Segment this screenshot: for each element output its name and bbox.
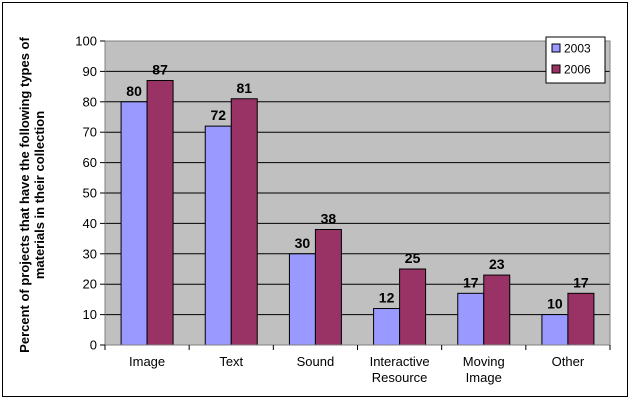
data-label: 25 [405,250,421,266]
legend-label: 2003 [564,42,591,56]
data-label: 30 [295,235,311,251]
x-category-label: Other [552,354,585,369]
bar-2003 [457,292,485,346]
bar-2003 [120,101,148,346]
legend-swatch [551,43,561,53]
data-label: 87 [152,62,168,78]
y-tick-label: 60 [83,155,97,170]
x-category-label: Image [129,354,165,369]
bars [120,80,595,346]
legend: 2003 2006 [545,36,606,84]
legend-swatch [551,64,561,74]
bar-2003 [541,314,569,346]
y-tick-label: 80 [83,94,97,109]
bar-2006 [483,274,511,346]
bar-2003 [373,308,401,346]
x-category-label: Moving [463,354,505,369]
data-label: 23 [489,256,505,272]
y-tick-label: 0 [90,338,97,353]
bar-2006 [146,80,174,346]
bar-2006 [314,228,342,346]
y-tick-label: 10 [83,307,97,322]
bar-2006 [567,292,595,346]
y-tick-label: 70 [83,125,97,140]
data-label: 38 [321,210,337,226]
data-label: 12 [379,290,395,306]
y-ticks: 0 10 20 30 40 50 60 70 80 90 100 [75,34,105,353]
x-category-label: Text [219,354,243,369]
data-label: 80 [126,83,142,99]
x-categories: Image Text Sound InteractiveResourceMovingI… [129,354,585,385]
data-label: 81 [236,80,252,96]
data-label: 10 [547,296,563,312]
x-category-label: Image [466,370,502,385]
x-category-label: Resource [372,370,428,385]
x-category-label: Sound [297,354,335,369]
x-category-label: Interactive [370,354,430,369]
y-tick-label: 40 [83,216,97,231]
y-tick-label: 90 [83,64,97,79]
y-tick-label: 100 [75,34,97,49]
data-label: 72 [210,107,226,123]
data-labels: 80 87 72 81 30 38 12 25 17 23 10 17 [126,62,589,312]
legend-label: 2006 [564,63,591,77]
y-tick-label: 20 [83,277,97,292]
y-tick-label: 30 [83,246,97,261]
data-label: 17 [463,274,479,290]
y-tick-label: 50 [83,186,97,201]
bar-2006 [399,268,427,346]
bar-2003 [204,125,232,346]
data-label: 17 [573,274,589,290]
bar-2006 [230,98,258,346]
bar-2003 [288,253,316,346]
